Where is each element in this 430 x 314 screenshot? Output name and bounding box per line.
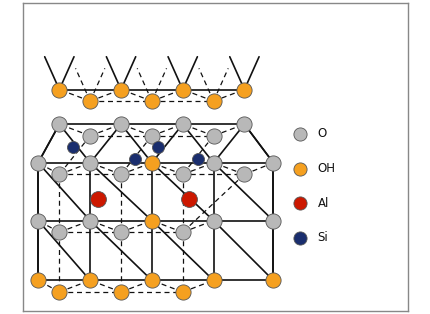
Point <box>269 160 276 165</box>
Point <box>86 133 93 138</box>
Point <box>296 236 303 241</box>
Point <box>210 278 217 283</box>
Point <box>269 218 276 223</box>
Text: Si: Si <box>317 231 328 245</box>
Point <box>35 160 42 165</box>
Text: O: O <box>317 127 326 140</box>
Text: OH: OH <box>317 162 335 175</box>
Point <box>296 201 303 206</box>
Point <box>86 160 93 165</box>
Point <box>240 122 247 127</box>
Point <box>86 218 93 223</box>
Point <box>69 145 76 150</box>
Point <box>210 218 217 223</box>
Point <box>56 172 63 177</box>
Point <box>148 218 155 223</box>
Point <box>148 99 155 104</box>
Point <box>117 87 124 92</box>
Point <box>131 156 138 161</box>
Point <box>148 160 155 165</box>
Point <box>179 87 186 92</box>
Point <box>117 122 124 127</box>
Point <box>240 87 247 92</box>
Point <box>86 278 93 283</box>
Point <box>94 197 101 202</box>
Point <box>148 133 155 138</box>
Point <box>210 160 217 165</box>
Point <box>179 122 186 127</box>
Point <box>296 166 303 171</box>
Point <box>148 278 155 283</box>
Point <box>86 99 93 104</box>
Point <box>296 131 303 136</box>
Point <box>269 278 276 283</box>
Point <box>194 156 201 161</box>
Point <box>56 230 63 235</box>
Point <box>179 172 186 177</box>
Point <box>179 290 186 295</box>
Point <box>210 133 217 138</box>
Point <box>56 87 63 92</box>
Point <box>117 172 124 177</box>
Point <box>210 99 217 104</box>
Point <box>179 230 186 235</box>
Point <box>184 197 191 202</box>
Point <box>35 218 42 223</box>
Point <box>35 278 42 283</box>
Point <box>117 290 124 295</box>
Text: Al: Al <box>317 197 328 210</box>
Point <box>56 122 63 127</box>
Point <box>240 172 247 177</box>
Point <box>56 290 63 295</box>
Point <box>154 145 161 150</box>
Point <box>117 230 124 235</box>
